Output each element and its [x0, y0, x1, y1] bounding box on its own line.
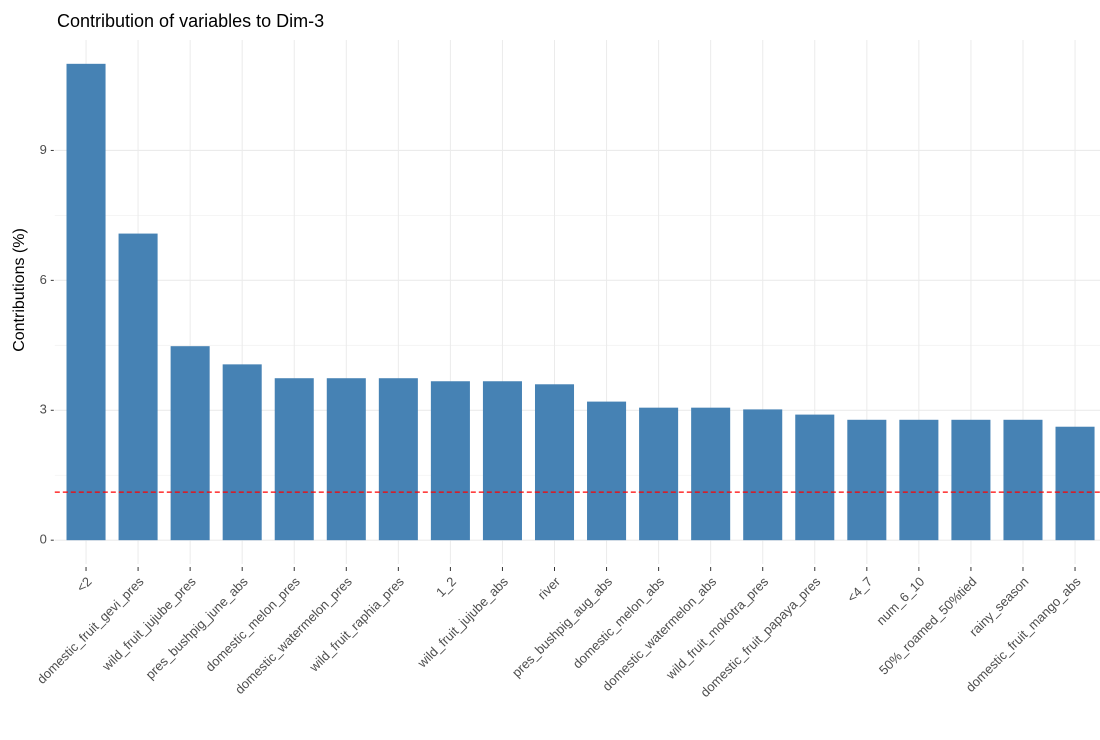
bar: [847, 419, 887, 541]
x-tick-label: 50%_roamed_50%tied: [876, 574, 980, 678]
bar: [899, 419, 939, 541]
bar: [691, 407, 731, 541]
x-tick-label: wild_fruit_jujube_pres: [98, 574, 199, 675]
x-tick-label: domestic_melon_pres: [202, 574, 303, 675]
bar: [482, 381, 522, 541]
bar: [534, 384, 575, 541]
x-tick-label: river: [535, 573, 564, 602]
x-tick-label: num_6_10: [873, 574, 927, 628]
x-tick-label: wild_fruit_raphia_pres: [306, 574, 408, 676]
bar: [326, 378, 366, 541]
x-tick-label: domestic_fruit_gevi_pres: [34, 574, 147, 687]
bar: [743, 409, 783, 541]
x-tick-label: 1_2: [433, 574, 459, 600]
chart-title: Contribution of variables to Dim-3: [57, 11, 324, 31]
bar: [66, 63, 106, 541]
y-tick-label: 6: [40, 272, 47, 287]
bar: [795, 414, 835, 541]
bar: [222, 364, 262, 541]
x-tick-label: <4_7: [844, 574, 875, 605]
bar: [378, 378, 418, 541]
y-tick-label: 3: [40, 402, 47, 417]
bar: [951, 419, 991, 541]
x-tick-label: domestic_melon_abs: [570, 574, 668, 672]
bar: [639, 407, 679, 541]
y-axis-label: Contributions (%): [11, 228, 28, 352]
x-tick-label: wild_fruit_mokotra_pres: [662, 574, 771, 683]
bar: [1055, 426, 1095, 541]
y-tick-label: 9: [40, 142, 47, 157]
y-tick-label: 0: [40, 532, 47, 547]
x-tick-label: <2: [73, 574, 94, 595]
bar: [118, 233, 158, 541]
x-tick-label: wild_fruit_jujube_abs: [414, 574, 512, 672]
bar: [274, 378, 314, 541]
x-tick-label: pres_bushpig_aug_abs: [509, 574, 616, 681]
bar: [1003, 419, 1043, 541]
bar: [587, 401, 627, 541]
x-tick-label: pres_bushpig_june_abs: [143, 574, 252, 683]
bar: [430, 381, 470, 541]
bar: [170, 346, 210, 541]
